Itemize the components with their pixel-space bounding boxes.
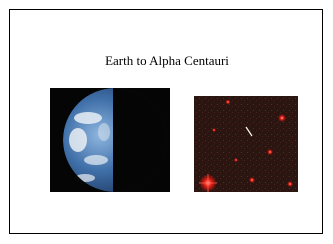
earth-image	[50, 85, 173, 195]
page: Earth to Alpha Centauri (() => { const d…	[0, 0, 333, 244]
slide-title: Earth to Alpha Centauri	[105, 53, 229, 68]
star-field-image	[194, 96, 298, 192]
slide: Earth to Alpha Centauri	[0, 0, 333, 244]
